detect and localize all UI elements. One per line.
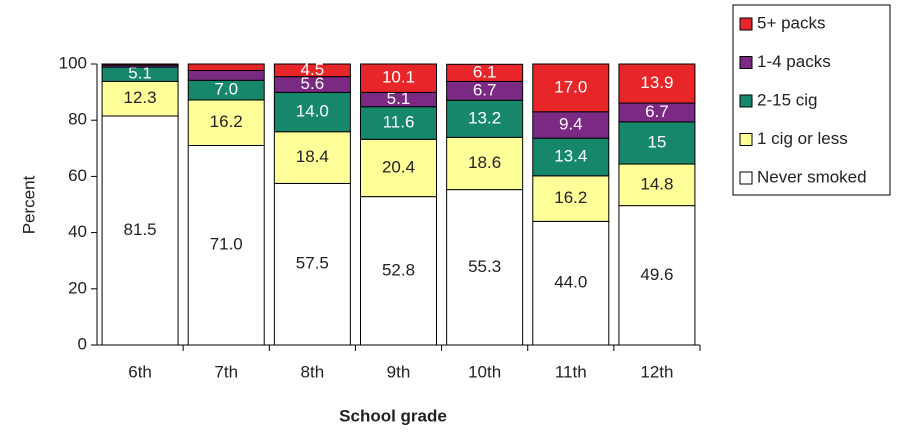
data-label: 6.1: [473, 62, 497, 81]
bar-segment: [360, 138, 437, 198]
data-label: 9.4: [559, 114, 583, 133]
data-label: 13.2: [468, 108, 501, 127]
y-axis-title: Percent: [19, 175, 38, 234]
data-label: 71.0: [210, 235, 243, 254]
data-label: 13.4: [554, 146, 587, 165]
y-tick-label: 100: [59, 53, 87, 72]
data-label: 81.5: [124, 220, 157, 239]
legend-box: [732, 4, 891, 196]
x-tick-label: 9th: [387, 362, 411, 381]
data-label: 55.3: [468, 257, 501, 276]
data-label: 20.4: [382, 157, 415, 176]
x-tick-label: 8th: [301, 362, 325, 381]
bar-segment: [273, 91, 351, 133]
bar-segment: [532, 175, 610, 222]
legend-label: 1-4 packs: [757, 52, 831, 71]
data-label: 6.7: [473, 80, 497, 99]
data-label: 14.8: [640, 174, 673, 193]
bar-segment: [360, 63, 437, 93]
bar-segment: [273, 131, 351, 184]
x-tick-label: 11th: [555, 362, 587, 381]
data-label: 11.6: [383, 112, 415, 131]
data-label: 6.7: [645, 102, 669, 121]
bar-segment: [532, 220, 610, 346]
legend-swatch: [739, 56, 753, 69]
data-label: 44.0: [554, 273, 587, 292]
bar-segment: [187, 63, 265, 71]
bar-segment: [187, 144, 265, 346]
data-label: 14.0: [296, 102, 329, 121]
data-label: 16.2: [554, 188, 587, 207]
data-label: 12.3: [124, 88, 157, 107]
legend-label: 2-15 cig: [757, 90, 817, 109]
legend-label: 1 cig or less: [757, 129, 848, 148]
data-label: 7.0: [214, 80, 238, 99]
data-label: 18.4: [296, 147, 329, 166]
bar-segment: [360, 106, 437, 140]
data-label: 18.6: [468, 153, 501, 172]
data-label: 4.5: [301, 60, 325, 79]
bar-segment: [360, 196, 437, 346]
data-label: 5.6: [301, 74, 325, 93]
y-tick-label: 40: [68, 222, 87, 241]
bar-segment: [532, 63, 610, 113]
y-tick-label: 60: [68, 166, 87, 185]
x-axis-title: School grade: [339, 406, 447, 425]
bar-segment: [187, 69, 265, 81]
data-label: 5.1: [128, 64, 152, 83]
x-tick-label: 6th: [128, 362, 152, 381]
legend-swatch: [739, 133, 753, 146]
data-label: 17.0: [554, 77, 587, 96]
data-label: 15: [647, 132, 666, 151]
bar-segment: [187, 99, 265, 146]
y-tick-label: 0: [78, 334, 87, 353]
x-tick-label: 12th: [640, 362, 673, 381]
legend-label: Never smoked: [757, 167, 867, 186]
bar-segment: [273, 182, 351, 346]
data-label: 49.6: [640, 265, 673, 284]
data-label: 57.5: [296, 254, 329, 273]
bar-segment: [618, 63, 696, 104]
legend-swatch: [739, 171, 753, 185]
legend-swatch: [739, 17, 753, 31]
bar-segment: [618, 163, 696, 207]
bar-segment: [101, 63, 179, 66]
data-label: 13.9: [640, 73, 673, 92]
bar-segment: [446, 189, 524, 346]
bar-segment: [273, 63, 351, 78]
y-tick-label: 80: [68, 110, 87, 129]
bar-segment: [101, 115, 179, 346]
legend-swatch: [739, 94, 753, 108]
data-label: 10.1: [382, 68, 415, 87]
x-tick-label: 7th: [214, 362, 238, 381]
bar-segment: [446, 63, 524, 82]
legend-label: 5+ packs: [757, 13, 826, 32]
x-tick-label: 10th: [468, 362, 501, 381]
data-label: 52.8: [382, 260, 415, 279]
bar-segment: [446, 99, 524, 138]
data-label: 5.1: [387, 89, 411, 108]
bar-segment: [618, 205, 696, 346]
y-tick-label: 20: [68, 278, 87, 297]
data-label: 16.2: [210, 112, 243, 131]
